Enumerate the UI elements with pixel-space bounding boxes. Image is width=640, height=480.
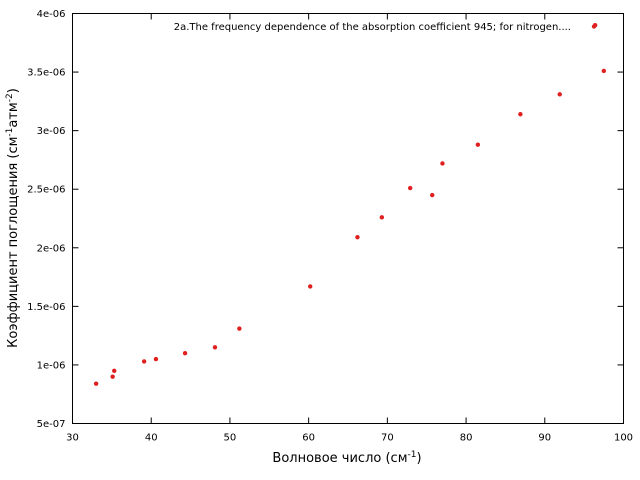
y-tick-label: 4e-06	[37, 9, 66, 20]
x-tick-label: 100	[614, 433, 633, 444]
y-tick-label: 1.5e-06	[27, 302, 65, 313]
data-point	[475, 142, 481, 147]
data-point	[112, 368, 117, 373]
x-tick-label: 70	[381, 433, 394, 444]
data-point	[212, 345, 218, 350]
data-point	[237, 326, 242, 331]
data-point	[518, 112, 523, 117]
data-point	[308, 284, 313, 289]
x-axis-label-end: )	[416, 451, 421, 466]
x-tick-label: 90	[538, 433, 551, 444]
data-point	[182, 351, 188, 356]
y-tick-label: 5e-07	[37, 419, 66, 430]
y-axis-label: Коэффициент поглощения (см-1атм-2)	[5, 88, 21, 348]
y-axis-label-mid: атм	[6, 102, 21, 127]
legend-label: 2a.The frequency dependence of the absor…	[174, 22, 571, 33]
y-axis-label-sup2: -2	[5, 93, 15, 102]
y-axis-label-end: )	[6, 88, 21, 93]
data-point	[379, 215, 385, 220]
x-axis-label: Волновое число (см-1)	[272, 450, 421, 466]
y-axis-ticks: 5e-07 1e-06 1.5e-06 2e-06 2.5e-06 3e-06 3.5e-0…	[27, 9, 624, 430]
legend: 2a.The frequency dependence of the absor…	[174, 22, 597, 33]
plot-frame	[72, 13, 624, 424]
y-tick-label: 3.5e-06	[27, 68, 65, 79]
data-point	[440, 161, 445, 166]
y-tick-label: 1e-06	[37, 360, 66, 371]
x-axis-ticks: 30 40 50 60 70 80 90 100	[66, 13, 633, 444]
x-tick-label: 50	[224, 433, 237, 444]
data-point	[430, 192, 435, 198]
x-tick-label: 30	[66, 433, 79, 444]
data-point	[141, 359, 147, 364]
data-point	[557, 92, 562, 97]
data-point	[355, 235, 360, 240]
x-tick-label: 80	[460, 433, 473, 444]
x-axis-label-text: Волновое число (см	[272, 451, 407, 466]
data-point	[601, 68, 607, 74]
x-axis-label-sup: -1	[408, 450, 417, 460]
data-point	[93, 381, 99, 386]
y-tick-label: 2e-06	[37, 243, 66, 254]
y-tick-label: 2.5e-06	[27, 185, 65, 196]
y-axis-label-text: Коэффициент поглощения (см	[6, 137, 21, 348]
data-point	[153, 356, 159, 362]
data-point	[110, 374, 115, 379]
y-axis-label-sup1: -1	[5, 128, 15, 137]
x-tick-label: 60	[302, 433, 315, 444]
legend-marker	[591, 24, 597, 29]
scatter-points	[93, 23, 607, 386]
y-tick-label: 3e-06	[37, 126, 66, 137]
x-tick-label: 40	[145, 433, 158, 444]
data-point	[407, 185, 413, 191]
